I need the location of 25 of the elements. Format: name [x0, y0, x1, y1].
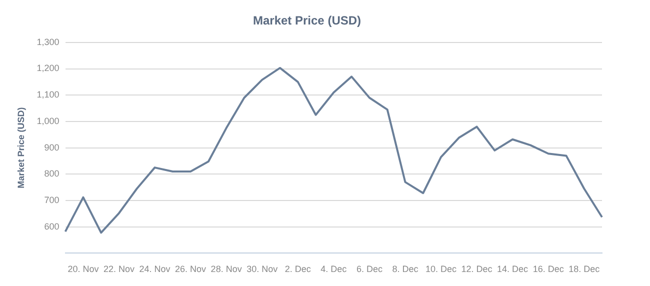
y-tick-label: 600: [44, 221, 60, 232]
x-tick-label: 16. Dec: [532, 264, 564, 274]
x-tick-label: 8. Dec: [392, 264, 419, 274]
x-tick-label: 14. Dec: [497, 264, 529, 274]
x-tick-label: 24. Nov: [139, 264, 171, 274]
x-tick-label: 20. Nov: [68, 264, 100, 274]
x-tick-label: 18. Dec: [568, 264, 600, 274]
y-tick-label: 1,100: [36, 90, 60, 100]
y-tick-label: 1,000: [36, 116, 60, 126]
x-tick-label: 6. Dec: [356, 264, 383, 274]
chart-title: Market Price (USD): [252, 14, 362, 28]
y-tick-label: 700: [44, 194, 60, 205]
x-tick-label: 26. Nov: [175, 264, 207, 274]
x-tick-label: 12. Dec: [461, 264, 493, 274]
x-tick-label: 4. Dec: [320, 264, 348, 274]
x-tick-label: 10. Dec: [425, 264, 457, 274]
y-tick-label: 800: [44, 168, 60, 179]
y-tick-label: 1,200: [36, 63, 60, 74]
x-tick-label: 30. Nov: [246, 264, 278, 274]
y-tick-label: 900: [44, 142, 60, 152]
y-axis-title: Market Price (USD): [16, 107, 26, 188]
x-tick-label: 2. Dec: [284, 264, 312, 274]
y-tick-label: 1,300: [36, 36, 60, 47]
x-tick-label: 28. Nov: [210, 264, 242, 274]
x-tick-label: 22. Nov: [103, 264, 135, 274]
